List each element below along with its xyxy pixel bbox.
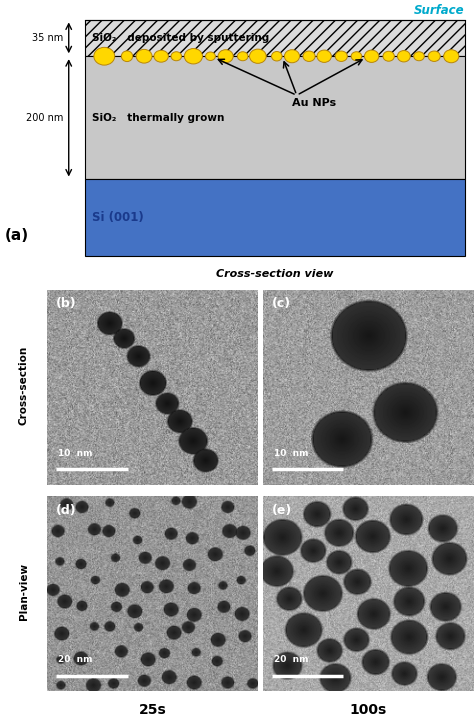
Text: (d): (d) [56,504,76,517]
Bar [85,20,465,56]
Text: Plan-view: Plan-view [18,563,29,620]
Ellipse shape [351,51,362,61]
Bar [85,56,465,180]
Ellipse shape [284,50,300,63]
Text: (c): (c) [272,298,291,311]
Text: (a): (a) [5,227,29,243]
Ellipse shape [237,51,248,61]
Ellipse shape [335,51,347,62]
Ellipse shape [171,51,182,61]
Bar [85,180,465,256]
Text: 200 nm: 200 nm [26,113,63,123]
Ellipse shape [397,51,410,62]
Text: 25s: 25s [139,703,167,717]
Text: 35 nm: 35 nm [32,33,63,43]
Text: Cross-section: Cross-section [18,346,29,425]
Ellipse shape [249,49,266,63]
Text: SiO₂   thermally grown: SiO₂ thermally grown [92,113,225,123]
Ellipse shape [428,51,440,62]
Ellipse shape [272,51,282,61]
Ellipse shape [184,49,202,64]
Text: 20  nm: 20 nm [273,655,308,664]
Ellipse shape [317,50,331,62]
Text: Surface: Surface [414,4,465,17]
Text: Au NPs: Au NPs [292,98,336,108]
Text: (b): (b) [56,298,76,311]
Text: 20  nm: 20 nm [58,655,92,664]
Ellipse shape [383,51,394,62]
Ellipse shape [303,51,315,62]
Ellipse shape [218,50,233,63]
Text: Si (001): Si (001) [92,211,144,224]
Ellipse shape [414,51,424,61]
Text: SiO₂   deposited by sputtering: SiO₂ deposited by sputtering [92,33,270,43]
Ellipse shape [365,50,379,62]
Ellipse shape [154,50,168,62]
Ellipse shape [206,52,215,61]
Text: Cross-section view: Cross-section view [216,269,334,279]
Ellipse shape [94,47,115,65]
Text: 10  nm: 10 nm [58,449,92,458]
Ellipse shape [121,51,133,62]
Text: (e): (e) [272,504,292,517]
Ellipse shape [136,49,152,63]
Text: 100s: 100s [350,703,387,717]
Text: 10  nm: 10 nm [273,449,308,458]
Ellipse shape [444,50,459,63]
